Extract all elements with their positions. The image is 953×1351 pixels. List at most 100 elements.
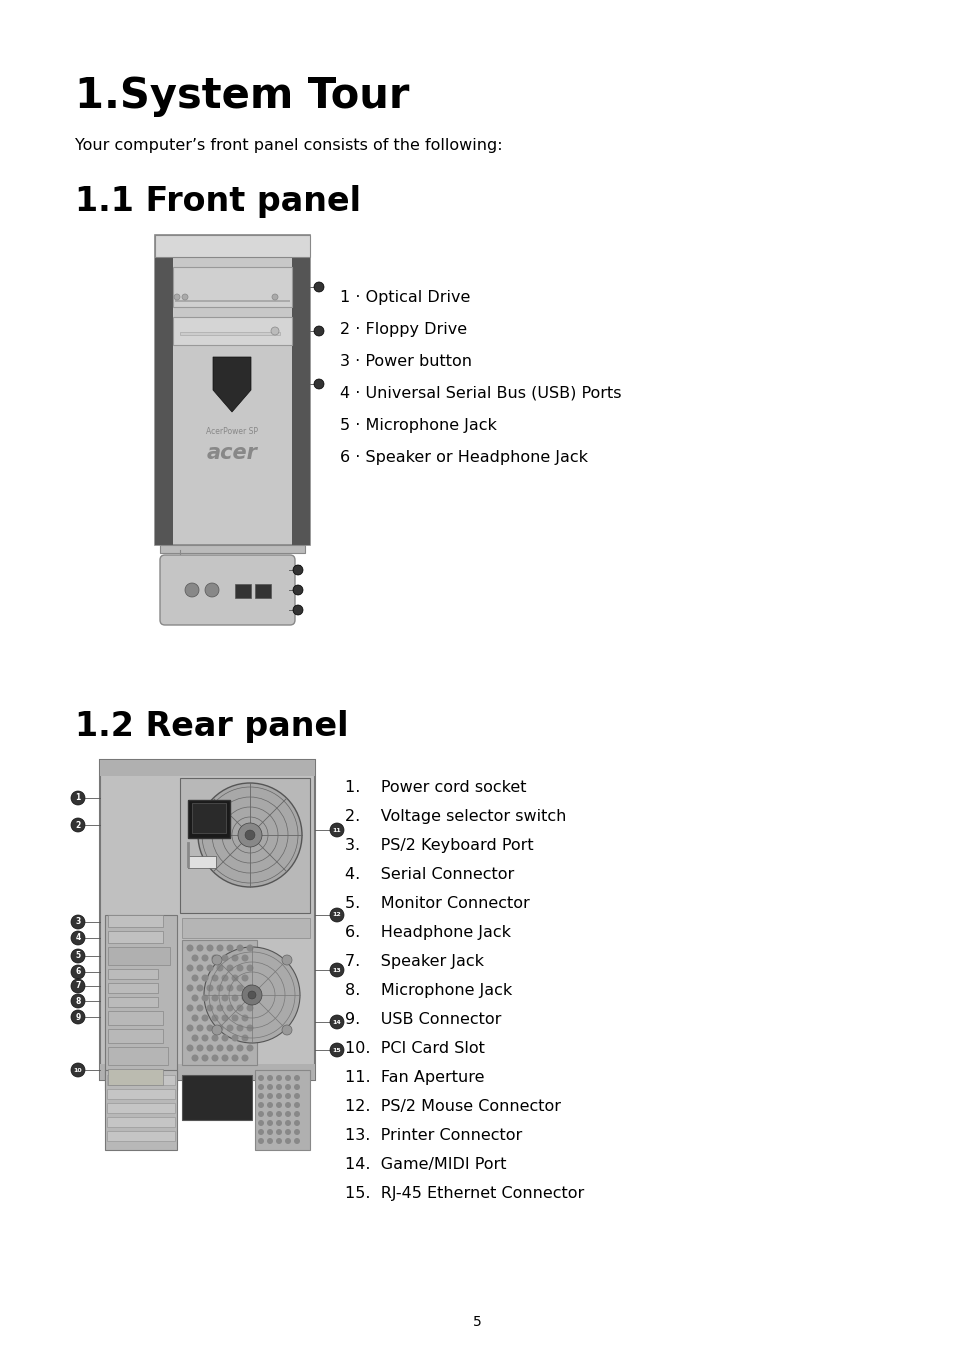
Circle shape [204,947,299,1043]
Circle shape [216,1024,223,1032]
Text: 4.    Serial Connector: 4. Serial Connector [345,867,514,882]
Text: 11.  Fan Aperture: 11. Fan Aperture [345,1070,484,1085]
Circle shape [242,985,262,1005]
Bar [188,857,215,867]
Text: 5 · Microphone Jack: 5 · Microphone Jack [339,417,497,434]
Circle shape [201,1055,209,1062]
Circle shape [236,1005,243,1012]
Circle shape [196,985,203,992]
Text: 1: 1 [75,793,81,802]
Circle shape [275,1111,282,1117]
Circle shape [196,1005,203,1012]
Bar [108,931,163,943]
Circle shape [267,1075,273,1081]
Circle shape [314,326,324,336]
Bar [107,1117,174,1127]
Circle shape [226,1005,233,1012]
Bar [188,800,230,838]
Circle shape [257,1102,264,1108]
Circle shape [196,965,203,971]
Bar [172,267,292,307]
Circle shape [285,1084,291,1090]
Text: 12: 12 [333,912,341,917]
Circle shape [275,1129,282,1135]
Circle shape [282,955,292,965]
Circle shape [267,1093,273,1098]
Text: 7: 7 [75,981,81,990]
FancyBboxPatch shape [160,555,294,626]
Circle shape [196,1044,203,1051]
Circle shape [294,1138,299,1144]
Circle shape [236,1024,243,1032]
Circle shape [267,1120,273,1125]
Text: acer: acer [207,443,257,463]
Text: 6: 6 [75,967,81,977]
Circle shape [201,955,209,962]
Circle shape [232,994,238,1001]
Bar [180,778,310,913]
Circle shape [236,965,243,971]
Circle shape [201,974,209,981]
Text: Your computer’s front panel consists of the following:: Your computer’s front panel consists of … [75,138,502,153]
Circle shape [192,955,198,962]
Circle shape [196,944,203,951]
Bar [180,332,280,335]
Circle shape [294,1102,299,1108]
Circle shape [246,1044,253,1051]
Text: 14.  Game/MIDI Port: 14. Game/MIDI Port [345,1156,506,1173]
Circle shape [282,1025,292,1035]
Circle shape [257,1129,264,1135]
Text: 15.  RJ-45 Ethernet Connector: 15. RJ-45 Ethernet Connector [345,1186,583,1201]
Circle shape [293,565,303,576]
Bar [254,1070,310,1150]
Bar [108,947,170,965]
Circle shape [267,1111,273,1117]
Circle shape [173,295,180,300]
Bar [160,544,305,553]
Circle shape [226,1024,233,1032]
Circle shape [241,994,248,1001]
Bar [108,1029,163,1043]
Circle shape [294,1075,299,1081]
Circle shape [71,979,85,993]
Circle shape [201,1015,209,1021]
Bar [108,984,158,993]
Circle shape [257,1084,264,1090]
Circle shape [257,1111,264,1117]
Bar [105,1070,177,1150]
Circle shape [216,985,223,992]
Circle shape [192,974,198,981]
Circle shape [71,915,85,929]
Circle shape [216,944,223,951]
Bar [182,917,310,938]
Circle shape [216,1005,223,1012]
Circle shape [205,584,219,597]
Bar [172,317,292,345]
Circle shape [221,955,229,962]
Text: 9.    USB Connector: 9. USB Connector [345,1012,501,1027]
Text: AcerPower SP: AcerPower SP [206,427,257,436]
Circle shape [232,1055,238,1062]
Bar [182,940,256,1065]
Circle shape [257,1138,264,1144]
Circle shape [237,823,262,847]
Circle shape [257,1093,264,1098]
Circle shape [294,1084,299,1090]
Circle shape [272,295,277,300]
Circle shape [226,944,233,951]
Text: 14: 14 [333,1020,341,1024]
Circle shape [293,585,303,594]
Text: 6.    Headphone Jack: 6. Headphone Jack [345,925,511,940]
Circle shape [232,1015,238,1021]
Circle shape [212,1015,218,1021]
Bar [108,997,158,1006]
Circle shape [212,994,218,1001]
Circle shape [226,1044,233,1051]
Circle shape [246,944,253,951]
Circle shape [246,965,253,971]
Bar [254,584,271,598]
Bar [108,915,163,927]
Circle shape [221,1055,229,1062]
Text: 4 · Universal Serial Bus (USB) Ports: 4 · Universal Serial Bus (USB) Ports [339,386,620,401]
Circle shape [185,584,199,597]
